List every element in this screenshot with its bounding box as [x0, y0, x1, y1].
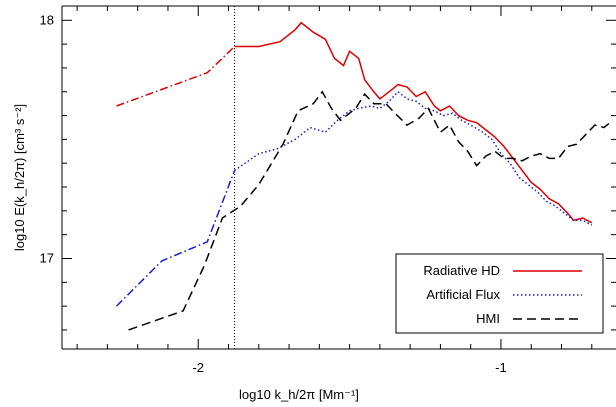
series-line-radiative-hd-low-k [116, 45, 236, 107]
series-line-radiative-hd [234, 21, 593, 224]
legend-label-artificial-flux: Artificial Flux [426, 287, 500, 302]
x-axis-label: log10 k_h/2π [Mm⁻¹] [239, 387, 359, 402]
series-line-artificial-flux-low-k [115, 170, 236, 307]
legend-label-radiative-hd: Radiative HD [423, 263, 500, 278]
series-line-hmi [128, 90, 614, 331]
x-tick-label: -1 [495, 360, 507, 375]
y-tick-label: 18 [40, 12, 54, 27]
legend-label-hmi: HMI [476, 311, 500, 326]
legend-box [395, 253, 604, 334]
y-axis-label: log10 E(k_h/2π) [cm³ s⁻²] [12, 104, 27, 251]
y-tick-label: 17 [40, 250, 54, 265]
x-tick-label: -2 [192, 360, 204, 375]
series-line-artificial-flux [234, 90, 593, 226]
